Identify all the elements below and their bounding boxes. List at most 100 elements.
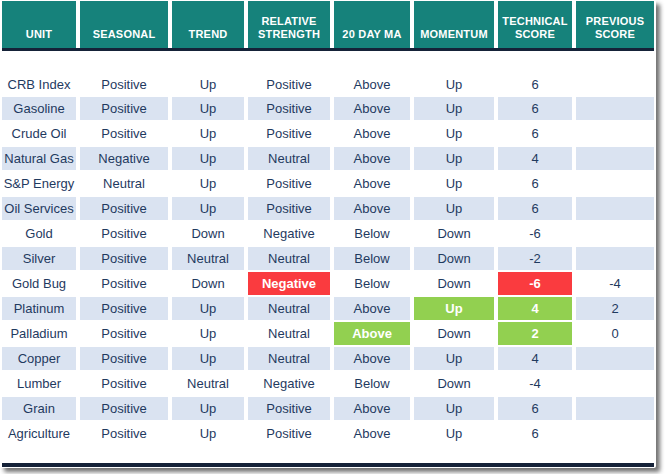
cell-trend[interactable]: Up bbox=[172, 197, 244, 220]
cell-momentum[interactable]: Down bbox=[414, 247, 494, 270]
cell-seasonal[interactable]: Positive bbox=[80, 97, 168, 120]
cell-previous_score[interactable]: -4 bbox=[576, 272, 654, 295]
cell-relative_strength[interactable]: Negative bbox=[248, 272, 330, 295]
cell-ma20[interactable]: Below bbox=[334, 272, 410, 295]
cell-previous_score[interactable] bbox=[576, 372, 654, 395]
cell-relative_strength[interactable]: Positive bbox=[248, 97, 330, 120]
cell-previous_score[interactable] bbox=[576, 422, 654, 445]
cell-seasonal[interactable]: Positive bbox=[80, 53, 168, 95]
cell-unit[interactable]: Lumber bbox=[2, 372, 76, 395]
cell-trend[interactable]: Down bbox=[172, 222, 244, 245]
cell-trend[interactable]: Up bbox=[172, 397, 244, 420]
cell-previous_score[interactable] bbox=[576, 147, 654, 170]
cell-previous_score[interactable] bbox=[576, 122, 654, 145]
cell-technical_score[interactable]: 6 bbox=[498, 422, 572, 445]
cell-momentum[interactable]: Up bbox=[414, 97, 494, 120]
cell-unit[interactable]: Platinum bbox=[2, 297, 76, 320]
cell-ma20[interactable]: Below bbox=[334, 222, 410, 245]
cell-technical_score[interactable]: 4 bbox=[498, 147, 572, 170]
cell-trend[interactable]: Up bbox=[172, 347, 244, 370]
cell-seasonal[interactable]: Positive bbox=[80, 122, 168, 145]
cell-ma20[interactable]: Below bbox=[334, 372, 410, 395]
cell-momentum[interactable]: Up bbox=[414, 172, 494, 195]
cell-technical_score[interactable]: 6 bbox=[498, 122, 572, 145]
cell-seasonal[interactable]: Positive bbox=[80, 197, 168, 220]
cell-unit[interactable]: Silver bbox=[2, 247, 76, 270]
cell-ma20[interactable]: Above bbox=[334, 122, 410, 145]
cell-trend[interactable]: Up bbox=[172, 172, 244, 195]
cell-momentum[interactable]: Down bbox=[414, 272, 494, 295]
cell-ma20[interactable]: Below bbox=[334, 247, 410, 270]
cell-seasonal[interactable]: Positive bbox=[80, 297, 168, 320]
cell-momentum[interactable]: Up bbox=[414, 147, 494, 170]
cell-ma20[interactable]: Above bbox=[334, 422, 410, 445]
cell-unit[interactable]: Gold bbox=[2, 222, 76, 245]
cell-previous_score[interactable] bbox=[576, 222, 654, 245]
cell-momentum[interactable]: Down bbox=[414, 322, 494, 345]
column-header-trend[interactable]: TREND bbox=[172, 1, 244, 48]
cell-seasonal[interactable]: Positive bbox=[80, 422, 168, 445]
cell-previous_score[interactable]: 2 bbox=[576, 297, 654, 320]
cell-technical_score[interactable]: 6 bbox=[498, 172, 572, 195]
cell-technical_score[interactable]: 6 bbox=[498, 97, 572, 120]
column-header-momentum[interactable]: MOMENTUM bbox=[414, 1, 494, 48]
cell-previous_score[interactable] bbox=[576, 197, 654, 220]
cell-relative_strength[interactable]: Neutral bbox=[248, 297, 330, 320]
cell-ma20[interactable]: Above bbox=[334, 197, 410, 220]
cell-previous_score[interactable] bbox=[576, 172, 654, 195]
cell-trend[interactable]: Up bbox=[172, 422, 244, 445]
cell-technical_score[interactable]: -4 bbox=[498, 372, 572, 395]
cell-previous_score[interactable] bbox=[576, 397, 654, 420]
cell-technical_score[interactable]: 4 bbox=[498, 297, 572, 320]
cell-trend[interactable]: Up bbox=[172, 122, 244, 145]
cell-unit[interactable]: Agriculture bbox=[2, 422, 76, 445]
cell-previous_score[interactable] bbox=[576, 247, 654, 270]
cell-ma20[interactable]: Above bbox=[334, 172, 410, 195]
cell-relative_strength[interactable]: Neutral bbox=[248, 322, 330, 345]
cell-relative_strength[interactable]: Positive bbox=[248, 53, 330, 95]
column-header-relative_strength[interactable]: RELATIVE STRENGTH bbox=[248, 1, 330, 48]
column-header-previous_score[interactable]: PREVIOUS SCORE bbox=[576, 1, 654, 48]
cell-momentum[interactable]: Down bbox=[414, 222, 494, 245]
cell-relative_strength[interactable]: Neutral bbox=[248, 147, 330, 170]
cell-momentum[interactable]: Up bbox=[414, 197, 494, 220]
cell-momentum[interactable]: Up bbox=[414, 422, 494, 445]
cell-unit[interactable]: Natural Gas bbox=[2, 147, 76, 170]
cell-ma20[interactable]: Above bbox=[334, 347, 410, 370]
cell-technical_score[interactable]: -6 bbox=[498, 272, 572, 295]
cell-previous_score[interactable] bbox=[576, 347, 654, 370]
cell-unit[interactable]: Copper bbox=[2, 347, 76, 370]
cell-trend[interactable]: Neutral bbox=[172, 372, 244, 395]
cell-technical_score[interactable]: 6 bbox=[498, 53, 572, 95]
cell-previous_score[interactable]: 0 bbox=[576, 322, 654, 345]
cell-previous_score[interactable] bbox=[576, 97, 654, 120]
cell-ma20[interactable]: Above bbox=[334, 322, 410, 345]
cell-trend[interactable]: Up bbox=[172, 322, 244, 345]
cell-unit[interactable]: Gasoline bbox=[2, 97, 76, 120]
cell-seasonal[interactable]: Positive bbox=[80, 347, 168, 370]
cell-unit[interactable]: Crude Oil bbox=[2, 122, 76, 145]
cell-technical_score[interactable]: 6 bbox=[498, 197, 572, 220]
cell-relative_strength[interactable]: Negative bbox=[248, 372, 330, 395]
cell-seasonal[interactable]: Positive bbox=[80, 222, 168, 245]
cell-trend[interactable]: Up bbox=[172, 297, 244, 320]
cell-momentum[interactable]: Up bbox=[414, 122, 494, 145]
cell-unit[interactable]: Oil Services bbox=[2, 197, 76, 220]
cell-momentum[interactable]: Down bbox=[414, 372, 494, 395]
cell-momentum[interactable]: Up bbox=[414, 53, 494, 95]
cell-unit[interactable]: S&P Energy bbox=[2, 172, 76, 195]
cell-relative_strength[interactable]: Positive bbox=[248, 197, 330, 220]
column-header-unit[interactable]: UNIT bbox=[2, 1, 76, 48]
cell-relative_strength[interactable]: Positive bbox=[248, 122, 330, 145]
cell-relative_strength[interactable]: Neutral bbox=[248, 347, 330, 370]
cell-unit[interactable]: Grain bbox=[2, 397, 76, 420]
cell-seasonal[interactable]: Positive bbox=[80, 372, 168, 395]
cell-ma20[interactable]: Above bbox=[334, 53, 410, 95]
cell-trend[interactable]: Up bbox=[172, 53, 244, 95]
cell-unit[interactable]: Palladium bbox=[2, 322, 76, 345]
cell-relative_strength[interactable]: Neutral bbox=[248, 247, 330, 270]
cell-technical_score[interactable]: 6 bbox=[498, 397, 572, 420]
cell-technical_score[interactable]: -2 bbox=[498, 247, 572, 270]
cell-seasonal[interactable]: Positive bbox=[80, 397, 168, 420]
cell-technical_score[interactable]: 4 bbox=[498, 347, 572, 370]
